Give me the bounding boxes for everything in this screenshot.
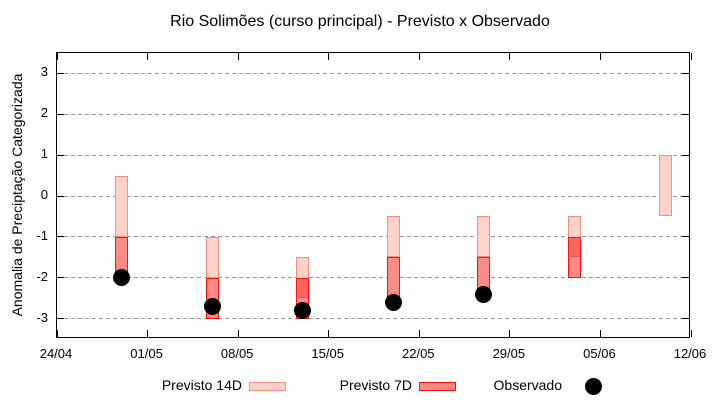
range-bar-14d	[477, 216, 491, 258]
x-tick-mark	[690, 330, 692, 337]
gridline	[57, 154, 689, 156]
range-bar-overlap	[569, 238, 580, 258]
gridline	[57, 113, 689, 115]
y-tick-mark	[682, 154, 689, 156]
x-tick-mark	[237, 53, 239, 60]
y-tick-mark	[57, 277, 64, 279]
y-tick-label: 2	[40, 105, 48, 121]
x-tick-mark	[509, 330, 511, 337]
x-tick-mark	[328, 53, 330, 60]
y-tick-label: -3	[36, 309, 48, 325]
x-tick-mark	[418, 330, 420, 337]
x-tick-mark	[599, 53, 601, 60]
y-tick-mark	[57, 154, 64, 156]
observed-dot	[203, 297, 221, 315]
y-tick-mark	[57, 236, 64, 238]
x-tick-mark	[418, 53, 420, 60]
range-bar-14d	[205, 236, 219, 278]
y-tick-mark	[57, 113, 64, 115]
gridline	[57, 195, 689, 197]
range-bar-14d	[115, 175, 129, 237]
legend-label-previsto-14d: Previsto 14D	[161, 377, 242, 393]
plot-area	[56, 52, 692, 338]
range-bar-overlap	[297, 279, 308, 299]
x-tick-label: 01/05	[130, 346, 163, 361]
y-tick-label: -1	[36, 227, 48, 243]
x-tick-label: 15/05	[311, 346, 344, 361]
x-tick-mark	[147, 330, 149, 337]
y-tick-label: -2	[36, 268, 48, 284]
y-tick-mark	[682, 113, 689, 115]
black-dot-icon	[585, 378, 602, 395]
x-tick-label: 08/05	[220, 346, 254, 361]
observed-dot	[475, 285, 493, 303]
x-tick-mark	[509, 53, 511, 60]
red-range-box-icon	[419, 382, 456, 391]
y-tick-label: 0	[40, 187, 48, 202]
y-tick-mark	[682, 236, 689, 238]
gridline	[57, 236, 689, 238]
legend-label-previsto-7d: Previsto 7D	[339, 377, 412, 393]
range-bar-14d	[658, 155, 672, 217]
observed-dot	[384, 293, 402, 311]
x-tick-label: 05/06	[583, 346, 616, 361]
y-tick-label: 1	[40, 146, 48, 162]
chart-title: Rio Solimões (curso principal) - Previst…	[170, 13, 550, 30]
x-tick-label: 24/04	[39, 346, 73, 361]
observed-dot	[113, 269, 131, 287]
legend: Previsto 14D Previsto 7D Observado	[0, 377, 720, 399]
x-tick-mark	[599, 330, 601, 337]
y-tick-mark	[682, 72, 689, 74]
range-bar-7d	[386, 257, 400, 299]
gridline	[57, 318, 689, 320]
x-tick-mark	[328, 330, 330, 337]
x-tick-mark	[237, 330, 239, 337]
gridline	[57, 72, 689, 74]
x-tick-label: 22/05	[402, 346, 435, 361]
y-tick-mark	[57, 72, 64, 74]
light-red-range-box-icon	[249, 382, 286, 391]
x-tick-mark	[690, 53, 692, 60]
legend-label-observado: Observado	[493, 377, 562, 393]
observed-dot	[294, 301, 312, 319]
range-bar-14d	[386, 216, 400, 258]
y-tick-mark	[57, 195, 64, 197]
y-tick-mark	[682, 318, 689, 320]
gridline	[57, 277, 689, 279]
y-tick-mark	[57, 318, 64, 320]
x-tick-mark	[56, 330, 58, 337]
y-tick-mark	[682, 277, 689, 279]
x-tick-mark	[147, 53, 149, 60]
y-tick-mark	[682, 195, 689, 197]
x-tick-label: 29/05	[492, 346, 526, 361]
x-tick-mark	[56, 53, 58, 60]
y-tick-label: 3	[40, 64, 48, 80]
x-tick-label: 12/06	[673, 346, 707, 361]
